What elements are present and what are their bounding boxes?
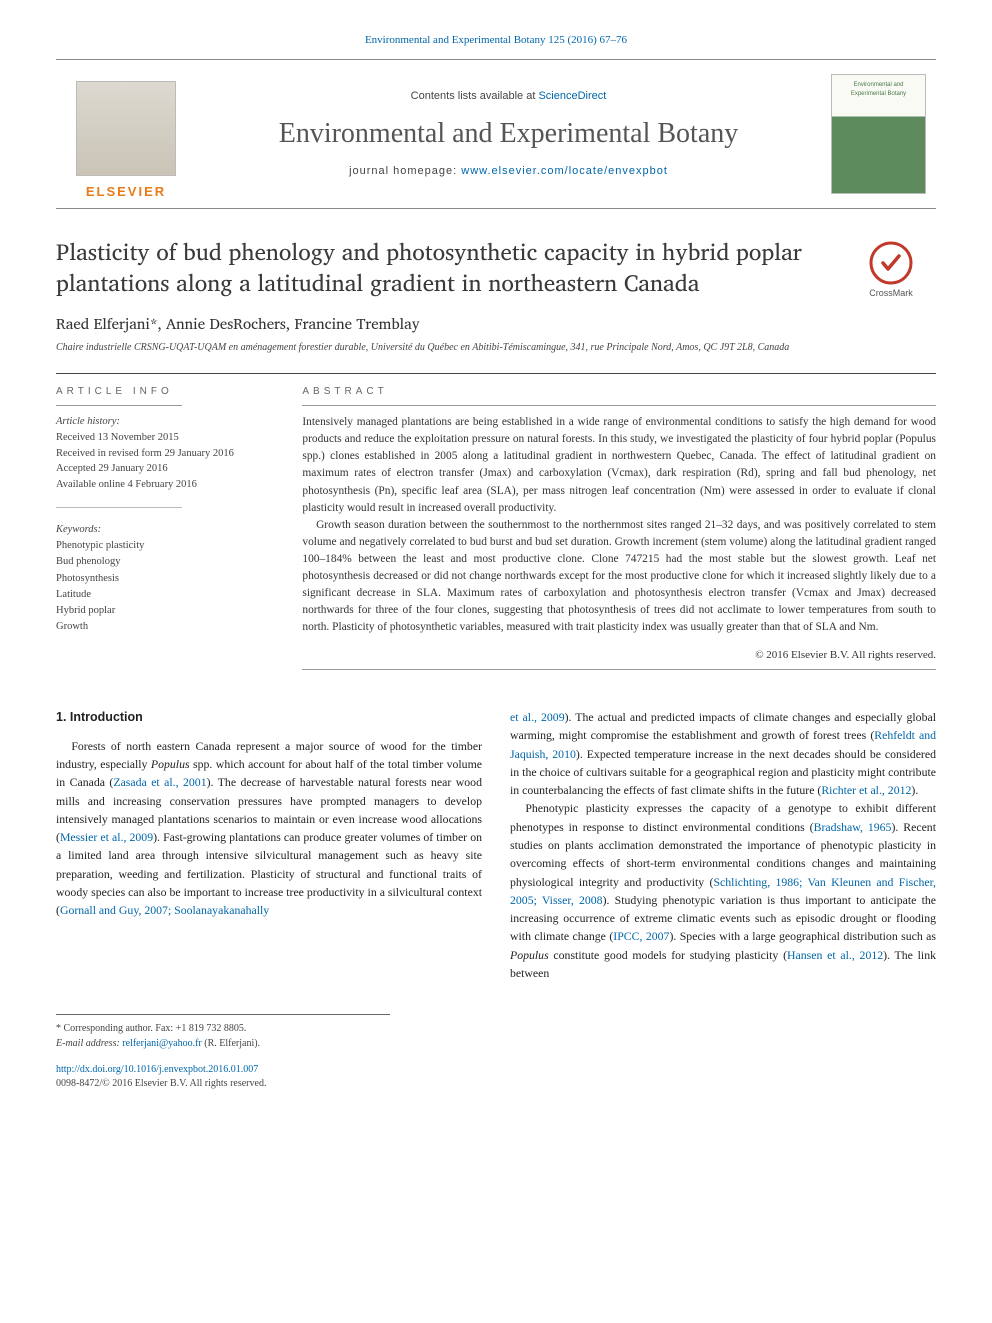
body-column-right: et al., 2009). The actual and predicted … [510, 708, 936, 982]
banner-center: Contents lists available at ScienceDirec… [196, 60, 821, 208]
cover-caption: Environmental and Experimental Botany [836, 81, 921, 99]
keyword: Latitude [56, 589, 91, 600]
history-item: Received in revised form 29 January 2016 [56, 448, 234, 459]
banner-left: ELSEVIER [56, 60, 196, 208]
genus: Populus [151, 757, 190, 771]
header-citation: Environmental and Experimental Botany 12… [56, 32, 936, 49]
elsevier-tree-icon [76, 81, 176, 176]
issn-copyright: 0098-8472/© 2016 Elsevier B.V. All right… [56, 1078, 266, 1089]
intro-heading: 1. Introduction [56, 708, 482, 727]
divider [302, 669, 936, 670]
body-text-left: Forests of north eastern Canada represen… [56, 737, 482, 920]
divider [56, 405, 182, 406]
abstract-p2: Growth season duration between the south… [302, 517, 936, 637]
keyword: Photosynthesis [56, 573, 119, 584]
citation-link[interactable]: Gornall and Guy, 2007; Soolanayakanahall… [60, 903, 269, 917]
article-info-head: ARTICLE INFO [56, 384, 284, 399]
genus: Populus [510, 948, 549, 962]
abstract-head: ABSTRACT [302, 384, 936, 399]
crossmark-label: CrossMark [869, 287, 913, 301]
email-attribution: (R. Elferjani). [202, 1038, 260, 1049]
history-item: Received 13 November 2015 [56, 432, 179, 443]
authors: Raed Elferjani*, Annie DesRochers, Franc… [56, 313, 936, 336]
journal-homepage-link[interactable]: www.elsevier.com/locate/envexpbot [461, 165, 668, 177]
crossmark-icon [869, 241, 913, 285]
homepage-prefix: journal homepage: [349, 165, 461, 177]
publisher-name: ELSEVIER [86, 182, 166, 202]
history-item: Accepted 29 January 2016 [56, 463, 168, 474]
keyword: Phenotypic plasticity [56, 540, 144, 551]
journal-banner: ELSEVIER Contents lists available at Sci… [56, 59, 936, 209]
citation-link[interactable]: IPCC, 2007 [613, 929, 669, 943]
citation-link[interactable]: et al., 2009 [510, 710, 565, 724]
copyright: © 2016 Elsevier B.V. All rights reserved… [302, 647, 936, 664]
abstract-p1: Intensively managed plantations are bein… [302, 414, 936, 517]
abstract-text: Intensively managed plantations are bein… [302, 414, 936, 636]
article-history: Article history: Received 13 November 20… [56, 414, 284, 493]
keyword: Hybrid poplar [56, 605, 115, 616]
contents-line: Contents lists available at ScienceDirec… [411, 88, 607, 105]
journal-cover-thumb: Environmental and Experimental Botany [831, 74, 926, 194]
abstract-column: ABSTRACT Intensively managed plantations… [302, 374, 936, 678]
authors-text: Raed Elferjani*, Annie DesRochers, Franc… [56, 311, 420, 336]
citation-link[interactable]: Messier et al., 2009 [60, 830, 153, 844]
body-text-right: et al., 2009). The actual and predicted … [510, 708, 936, 982]
author-email-link[interactable]: relferjani@yahoo.fr [122, 1038, 201, 1049]
email-label: E-mail address: [56, 1038, 120, 1049]
contents-prefix: Contents lists available at [411, 90, 539, 102]
footer: * Corresponding author. Fax: +1 819 732 … [56, 1014, 936, 1091]
header-citation-link[interactable]: Environmental and Experimental Botany 12… [365, 34, 627, 46]
affiliation: Chaire industrielle CRSNG-UQAT-UQAM en a… [56, 341, 936, 355]
banner-right: Environmental and Experimental Botany [821, 60, 936, 208]
citation-link[interactable]: Richter et al., 2012 [821, 783, 911, 797]
divider [302, 405, 936, 406]
keywords: Keywords: Phenotypic plasticity Bud phen… [56, 522, 284, 636]
article-title: Plasticity of bud phenology and photosyn… [56, 237, 834, 299]
body-column-left: 1. Introduction Forests of north eastern… [56, 708, 482, 982]
keyword: Growth [56, 621, 88, 632]
journal-title: Environmental and Experimental Botany [279, 113, 739, 155]
article-info-column: ARTICLE INFO Article history: Received 1… [56, 374, 302, 678]
body-frag: ). Species with a large geographical dis… [669, 929, 936, 943]
citation-link[interactable]: Hansen et al., 2012 [787, 948, 883, 962]
homepage-line: journal homepage: www.elsevier.com/locat… [349, 163, 668, 180]
body-frag: constitute good models for studying plas… [549, 948, 787, 962]
history-label: Article history: [56, 416, 120, 427]
divider [56, 507, 182, 508]
corresponding-author: * Corresponding author. Fax: +1 819 732 … [56, 1021, 936, 1036]
keyword: Bud phenology [56, 556, 120, 567]
footer-rule [56, 1014, 390, 1015]
body-frag: ). [911, 783, 918, 797]
doi-link[interactable]: http://dx.doi.org/10.1016/j.envexpbot.20… [56, 1064, 258, 1075]
citation-link[interactable]: Zasada et al., 2001 [113, 775, 206, 789]
crossmark-badge[interactable]: CrossMark [846, 241, 936, 301]
body-frag: ). The actual and predicted impacts of c… [510, 710, 936, 742]
citation-link[interactable]: Bradshaw, 1965 [814, 820, 892, 834]
history-item: Available online 4 February 2016 [56, 479, 197, 490]
sciencedirect-link[interactable]: ScienceDirect [538, 90, 606, 102]
keywords-label: Keywords: [56, 524, 101, 535]
